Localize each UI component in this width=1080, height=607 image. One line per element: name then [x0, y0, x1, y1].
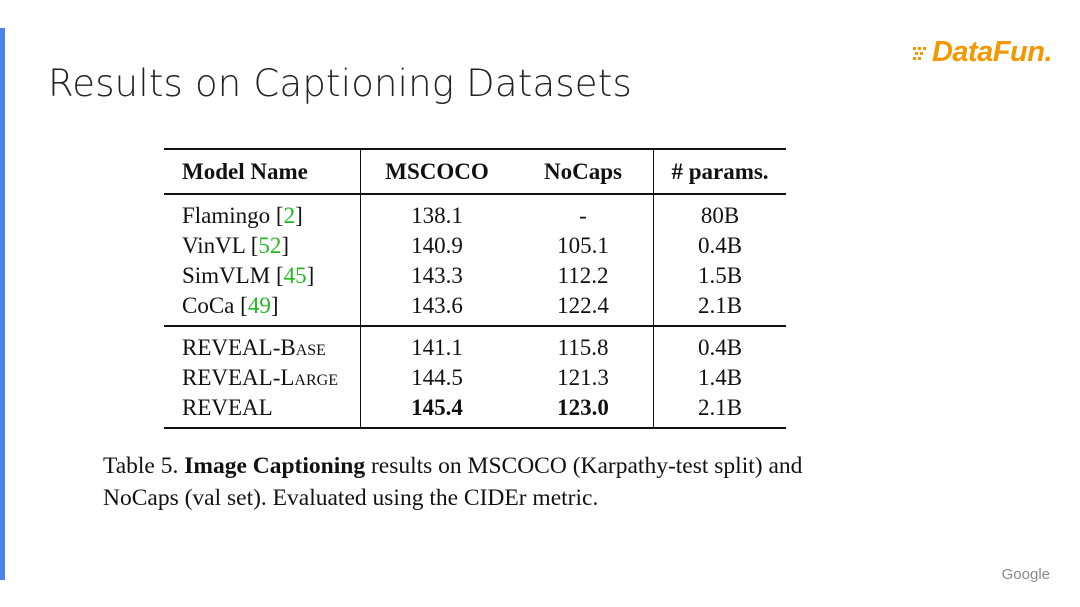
nocaps-cell: 115.8 [513, 325, 654, 363]
table-row: Flamingo [2] 138.1 - 80B [164, 194, 786, 231]
header-nocaps: NoCaps [513, 148, 654, 195]
model-name-cell: REVEAL-Large [182, 365, 338, 390]
results-table: Model Name MSCOCO NoCaps # params. Flami… [164, 148, 786, 429]
table-row: REVEAL 145.4 123.0 2.1B [164, 393, 786, 429]
citation-link[interactable]: 45 [283, 263, 307, 288]
table-caption: Table 5. Image Captioning results on MSC… [103, 450, 873, 514]
nocaps-cell-best: 123.0 [513, 393, 654, 429]
nocaps-cell: - [579, 203, 587, 228]
table-row: VinVL [52] 140.9 105.1 0.4B [164, 231, 786, 261]
caption-bold: Image Captioning [184, 453, 366, 479]
header-model-name: Model Name [164, 148, 361, 195]
google-footer-logo: Google [1001, 566, 1050, 583]
params-cell: 0.4B [653, 325, 786, 363]
citation-link[interactable]: 52 [258, 233, 282, 258]
params-cell: 2.1B [653, 393, 786, 429]
logo-dots-icon [912, 46, 926, 60]
header-mscoco: MSCOCO [360, 148, 513, 195]
datafun-logo: DataFun. [912, 36, 1053, 69]
model-name-cell: SimVLM [45] [182, 263, 315, 288]
caption-rest: results on MSCOCO (Karpathy-test split) … [103, 453, 803, 511]
reveal-models-group: REVEAL-Base 141.1 115.8 0.4B REVEAL-Larg… [164, 325, 786, 429]
params-cell: 1.5B [653, 261, 786, 291]
mscoco-cell-best: 145.4 [360, 393, 513, 429]
params-cell: 1.4B [653, 363, 786, 393]
table-row: CoCa [49] 143.6 122.4 2.1B [164, 291, 786, 326]
citation-link[interactable]: 2 [283, 203, 296, 228]
nocaps-cell: 121.3 [557, 365, 609, 390]
model-name-cell: REVEAL-Base [164, 325, 361, 363]
citation-link[interactable]: 49 [247, 293, 271, 318]
nocaps-cell: 112.2 [557, 263, 609, 288]
caption-prefix: Table 5. [103, 453, 185, 479]
params-cell: 0.4B [653, 231, 786, 261]
mscoco-cell: 143.6 [360, 291, 513, 326]
table-row: REVEAL-Base 141.1 115.8 0.4B [164, 325, 786, 363]
logo-text: DataFun. [931, 36, 1053, 68]
mscoco-cell: 141.1 [360, 325, 513, 363]
mscoco-cell: 138.1 [360, 194, 513, 231]
nocaps-cell: 105.1 [557, 233, 609, 258]
model-name-cell: REVEAL [164, 393, 361, 429]
model-name-cell: Flamingo [2] [182, 203, 303, 228]
header-params: # params. [653, 148, 786, 195]
table-header-row: Model Name MSCOCO NoCaps # params. [164, 148, 786, 195]
mscoco-cell: 140.9 [360, 231, 513, 261]
baseline-models-group: Flamingo [2] 138.1 - 80B VinVL [52] 140.… [164, 194, 786, 326]
table-row: REVEAL-Large 144.5 121.3 1.4B [164, 363, 786, 393]
model-name-cell: VinVL [52] [182, 233, 290, 258]
mscoco-cell: 144.5 [360, 363, 513, 393]
slide-accent-bar [0, 28, 5, 580]
slide-title: Results on Captioning Datasets [48, 62, 632, 105]
params-cell: 80B [653, 194, 786, 231]
params-cell: 2.1B [653, 291, 786, 326]
nocaps-cell: 122.4 [557, 293, 609, 318]
model-name-cell: CoCa [49] [182, 293, 279, 318]
mscoco-cell: 143.3 [360, 261, 513, 291]
table-row: SimVLM [45] 143.3 112.2 1.5B [164, 261, 786, 291]
